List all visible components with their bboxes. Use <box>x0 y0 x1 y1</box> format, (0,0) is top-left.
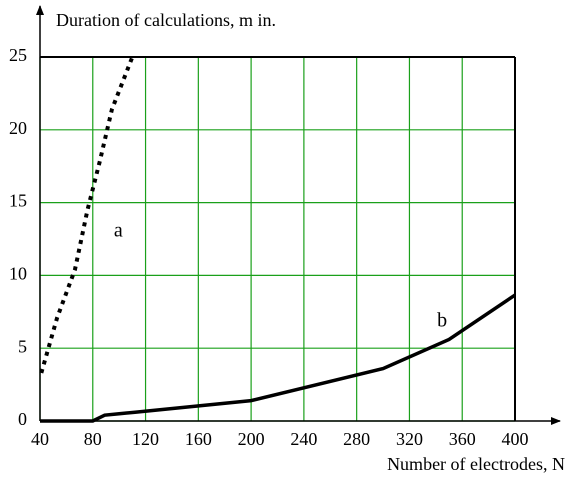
x-tick-label: 400 <box>502 429 529 449</box>
y-axis-label: Duration of calculations, m in. <box>56 10 276 30</box>
y-tick-label: 10 <box>9 264 27 284</box>
x-tick-label: 40 <box>31 429 49 449</box>
y-tick-label: 0 <box>18 409 27 429</box>
x-tick-label: 280 <box>343 429 370 449</box>
y-tick-label: 25 <box>9 45 27 65</box>
x-axis-label: Number of electrodes, N <box>387 454 565 474</box>
annotation: a <box>114 219 123 241</box>
x-tick-label: 320 <box>396 429 423 449</box>
y-tick-label: 15 <box>9 191 27 211</box>
annotation: b <box>437 310 447 332</box>
y-tick-label: 20 <box>9 118 27 138</box>
line-series <box>39 56 135 374</box>
x-tick-label: 240 <box>290 429 317 449</box>
x-tick-label: 120 <box>132 429 159 449</box>
x-tick-label: 160 <box>185 429 212 449</box>
line-series <box>40 293 516 423</box>
y-tick-label: 5 <box>18 336 27 356</box>
x-tick-label: 80 <box>84 429 102 449</box>
x-tick-label: 360 <box>449 429 476 449</box>
x-tick-label: 200 <box>238 429 265 449</box>
